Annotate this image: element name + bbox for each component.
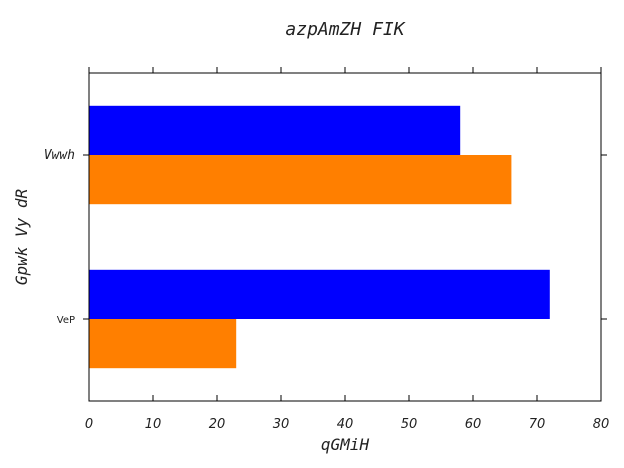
- y-tick-label: Vwwh: [44, 148, 75, 163]
- x-tick-label: 20: [209, 417, 226, 432]
- bar-vep-series-0: [89, 319, 237, 369]
- x-tick-label: 30: [273, 417, 290, 432]
- y-axis-label: Gpwk Vy dR: [12, 189, 31, 285]
- x-tick-label: 10: [145, 417, 162, 432]
- chart-title: azpAmZH FIK: [285, 19, 405, 40]
- x-tick-label: 40: [337, 417, 354, 432]
- plot-frame: [88, 72, 602, 402]
- x-tick-label: 80: [593, 417, 610, 432]
- x-tick-label: 0: [85, 417, 93, 432]
- ticks-group: VeP Vwwh 0 10 20 30 40 50 60 70 80: [44, 67, 610, 432]
- y-tick-label: VeP: [57, 315, 75, 326]
- bar-vwwh-series-0: [89, 155, 512, 205]
- x-tick-label: 70: [529, 417, 546, 432]
- x-tick-label: 50: [401, 417, 418, 432]
- x-axis-label: qGMiH: [321, 435, 370, 454]
- bar-vwwh-series-1: [89, 105, 461, 155]
- bars-group: [89, 105, 550, 369]
- bar-vep-series-1: [89, 269, 550, 319]
- x-tick-label: 60: [465, 417, 482, 432]
